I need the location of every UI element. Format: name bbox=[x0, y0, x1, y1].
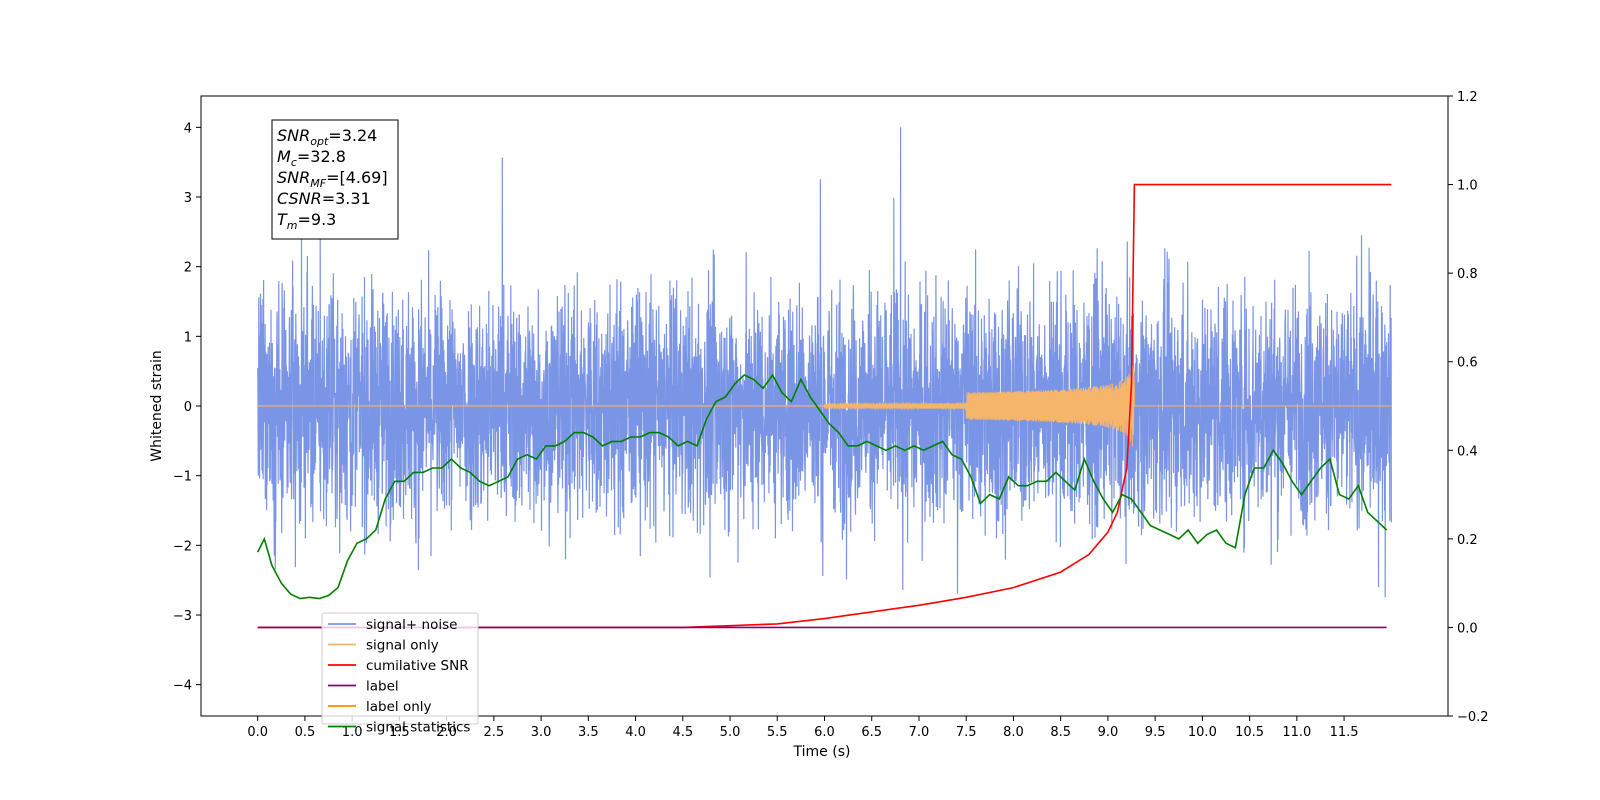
y-axis-label: Whitened strain bbox=[149, 350, 165, 461]
y2-tick-label: 1.2 bbox=[1457, 90, 1478, 105]
annotation-box-frame bbox=[271, 119, 399, 240]
y2-tick-label: 0.2 bbox=[1457, 533, 1478, 548]
x-tick-label: 5.5 bbox=[767, 725, 788, 740]
y2-tick-label: 1.0 bbox=[1457, 179, 1478, 194]
legend-item-label: cumilative SNR bbox=[366, 658, 469, 674]
y-tick-label: 3 bbox=[184, 191, 192, 206]
x-tick-label: 4.0 bbox=[625, 725, 646, 740]
y-tick-label: 0 bbox=[184, 400, 192, 415]
y2-tick-label: −0.2 bbox=[1457, 710, 1489, 725]
x-tick-label: 7.0 bbox=[909, 725, 930, 740]
x-tick-label: 11.0 bbox=[1282, 725, 1311, 740]
series-line bbox=[257, 127, 1392, 598]
x-tick-label: 1.5 bbox=[389, 725, 410, 740]
x-tick-label: 5.0 bbox=[720, 725, 741, 740]
annotation-line: SNRMF=[4.69] bbox=[277, 168, 388, 190]
legend-item-label: label bbox=[366, 679, 399, 695]
x-tick-label: 0.0 bbox=[247, 725, 268, 740]
x-tick-label: 3.0 bbox=[531, 725, 552, 740]
y-axis-right: 1.2 1.0 0.8 0.6 0.4 0.2 0.0 −0.2 bbox=[1448, 90, 1489, 725]
annotation-line: SNRopt=3.24 bbox=[277, 126, 377, 148]
y-tick-label: 2 bbox=[184, 261, 192, 276]
y2-tick-label: 0.8 bbox=[1457, 267, 1478, 282]
y2-tick-label: 0.4 bbox=[1457, 444, 1478, 459]
annotation-line: Mc=32.8 bbox=[277, 147, 346, 169]
annotation-line: Tm=9.3 bbox=[277, 210, 336, 232]
y-tick-label: 4 bbox=[184, 121, 192, 136]
y-tick-label: −1 bbox=[173, 470, 192, 485]
series-line bbox=[257, 183, 1392, 629]
legend-item-label: signal statistics bbox=[366, 720, 470, 736]
annotation-line: CSNR=3.31 bbox=[277, 189, 371, 208]
x-tick-label: 7.5 bbox=[956, 725, 977, 740]
legend: signal+ noise signal only cumilative SNR la… bbox=[321, 612, 479, 736]
x-tick-label: 9.0 bbox=[1098, 725, 1119, 740]
x-tick-label: 11.5 bbox=[1330, 725, 1359, 740]
x-tick-label: 2.0 bbox=[436, 725, 457, 740]
x-tick-label: 6.5 bbox=[861, 725, 882, 740]
x-tick-label: 1.0 bbox=[342, 725, 363, 740]
series-line bbox=[257, 365, 1392, 447]
x-tick-label: 8.0 bbox=[1003, 725, 1024, 740]
x-tick-label: 8.5 bbox=[1050, 725, 1071, 740]
y-tick-label: −4 bbox=[173, 679, 192, 694]
y-tick-label: 1 bbox=[184, 330, 192, 345]
legend-frame bbox=[321, 612, 479, 725]
x-axis-label: Time (s) bbox=[793, 744, 851, 760]
x-tick-label: 4.5 bbox=[672, 725, 693, 740]
y-tick-label: −3 bbox=[173, 609, 192, 624]
x-tick-label: 9.5 bbox=[1145, 725, 1166, 740]
x-tick-label: 3.5 bbox=[578, 725, 599, 740]
legend-item-label: label only bbox=[366, 699, 432, 715]
x-tick-label: 10.5 bbox=[1235, 725, 1264, 740]
x-tick-label: 0.5 bbox=[295, 725, 316, 740]
y-axis-left: 4 3 2 1 0 −1 −2 −3 −4 bbox=[173, 121, 201, 694]
series-line bbox=[256, 373, 1388, 600]
x-tick-label: 10.0 bbox=[1188, 725, 1217, 740]
legend-item-label: signal+ noise bbox=[366, 617, 457, 633]
y2-tick-label: 0.6 bbox=[1457, 356, 1478, 371]
y-tick-label: −2 bbox=[173, 539, 192, 554]
legend-item-label: signal only bbox=[366, 638, 439, 654]
x-tick-label: 2.5 bbox=[484, 725, 505, 740]
x-axis: 0.0 0.5 1.0 1.5 2.0 2.5 3.0 3.5 4.0 4.5 5.0 5.5 6.0 6… bbox=[247, 716, 1359, 740]
x-tick-label: 6.0 bbox=[814, 725, 835, 740]
y2-tick-label: 0.0 bbox=[1457, 621, 1478, 636]
